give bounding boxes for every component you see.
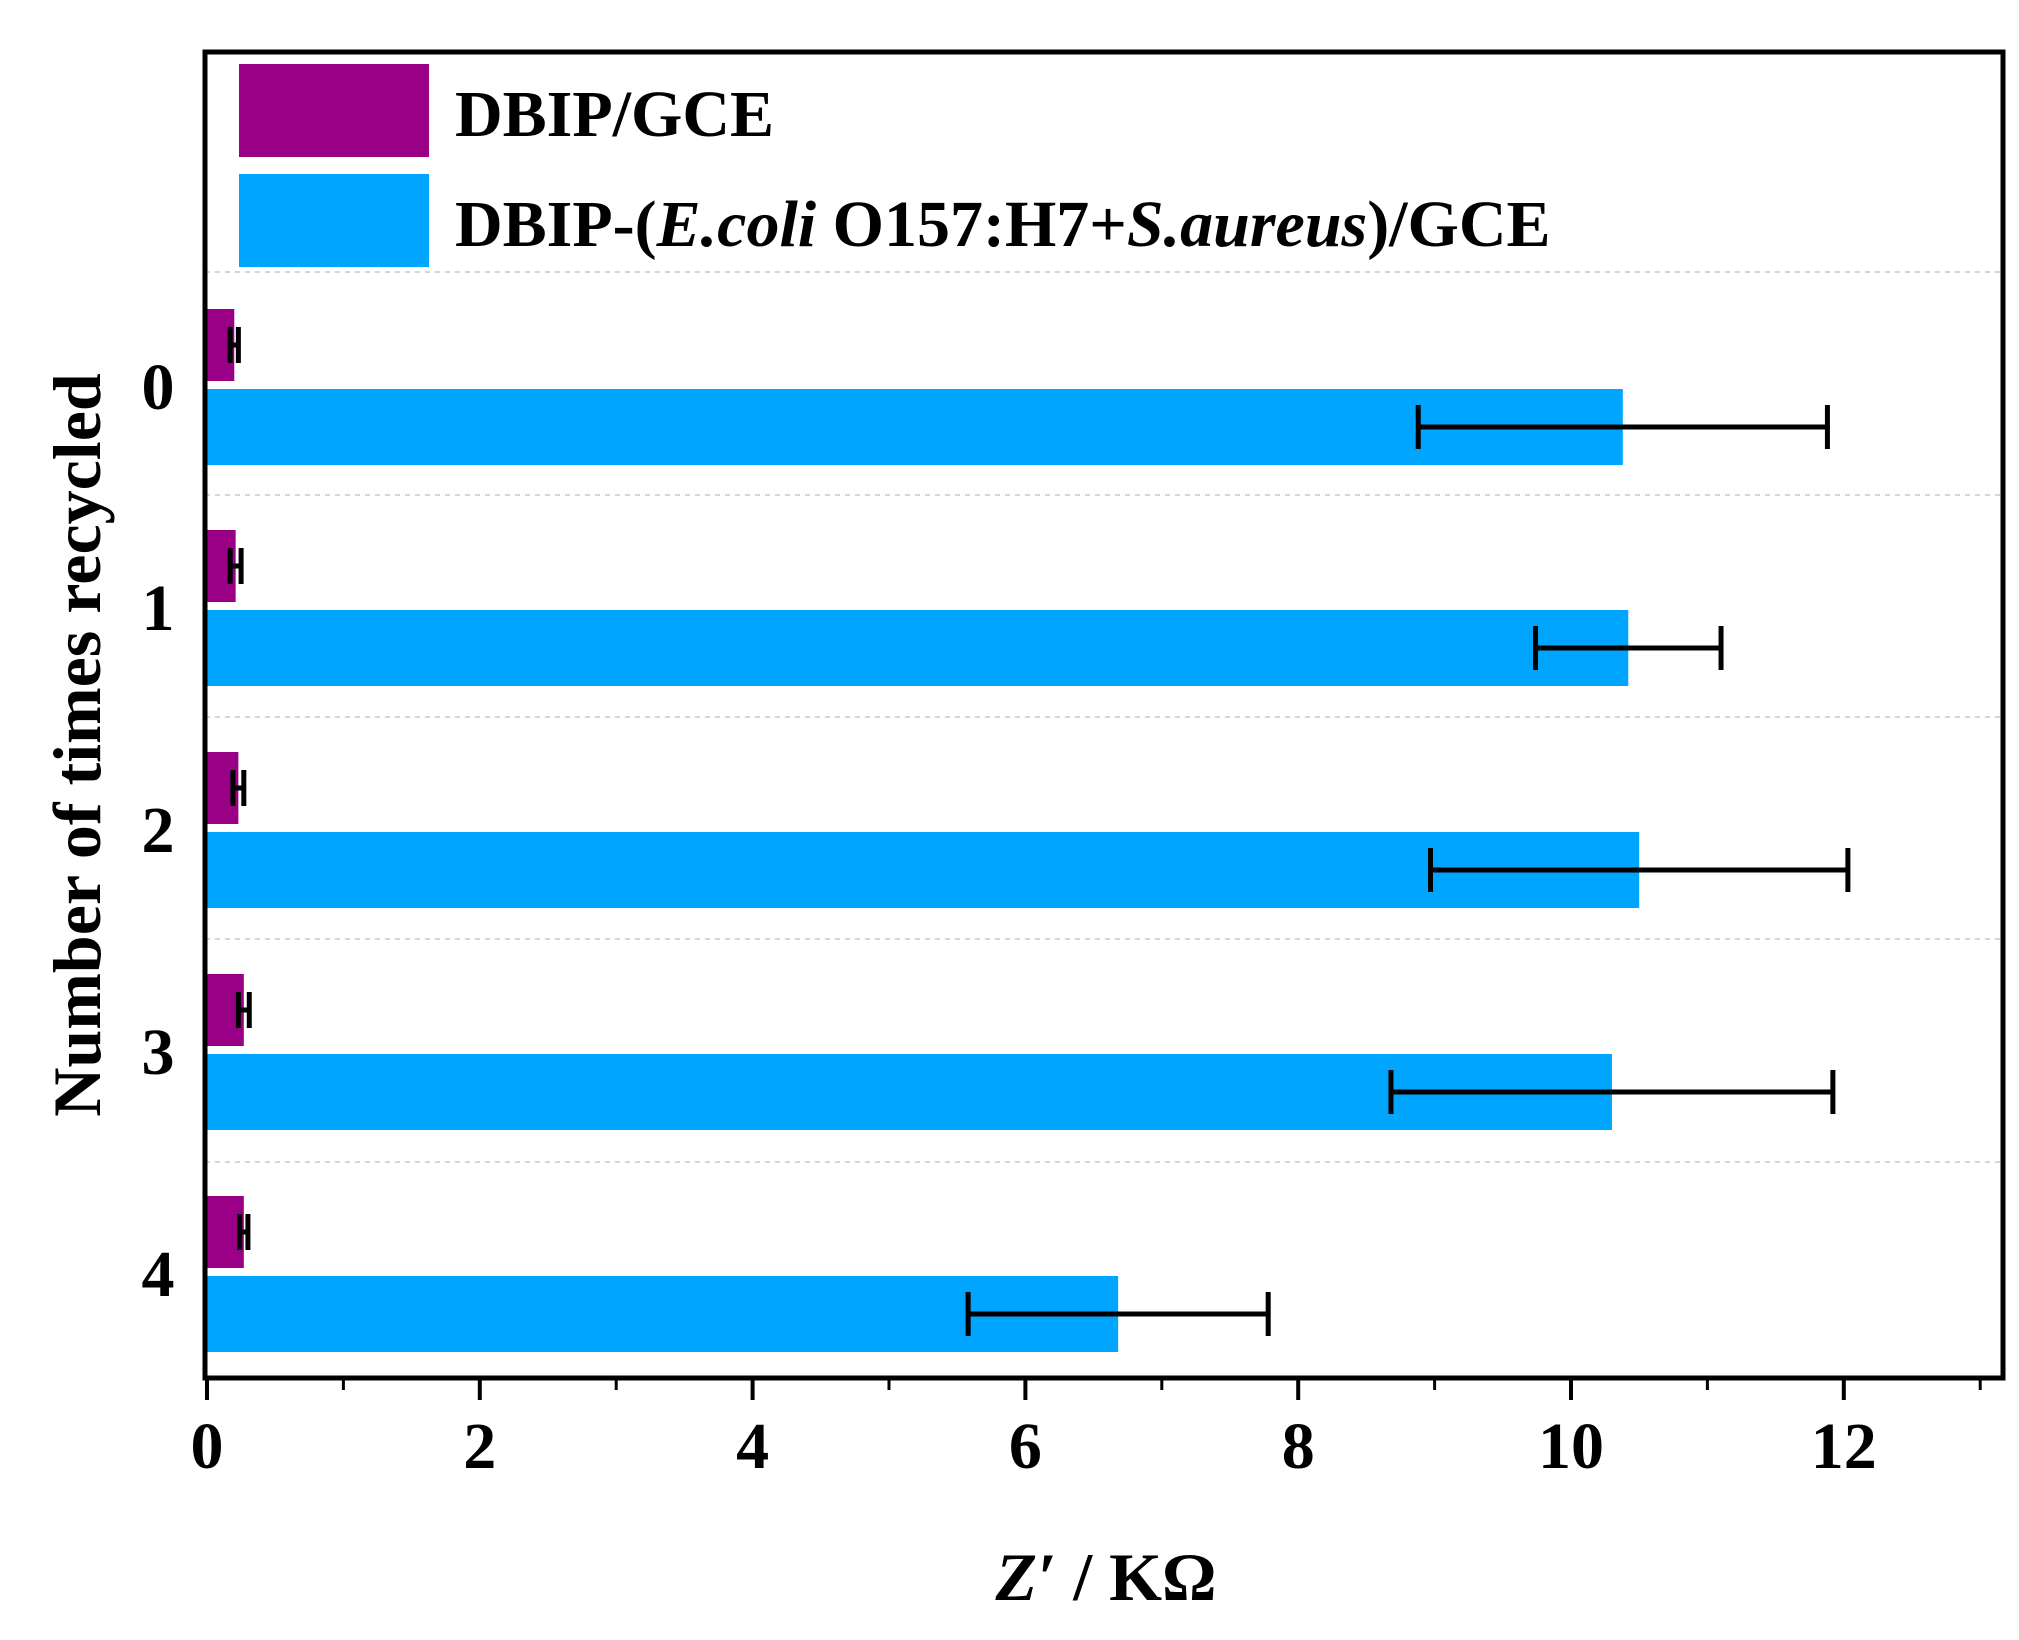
y-category-label: 0 [142, 351, 175, 424]
legend-swatch-dbip-gce [239, 64, 429, 157]
y-category-label: 1 [142, 572, 175, 645]
x-tick-label: 10 [1538, 1410, 1604, 1483]
legend-label-part: O157:H7+ [816, 188, 1127, 261]
error-bars [227, 327, 1851, 1336]
y-axis-categories: 0 1 2 3 4 [142, 351, 175, 1311]
x-tick-label: 8 [1282, 1410, 1315, 1483]
x-axis-title: Z′ / KΩ [995, 1539, 1217, 1615]
legend-label-ecoli: E.coli [656, 188, 817, 261]
y-category-label: 4 [142, 1238, 175, 1311]
bar [207, 389, 1623, 465]
legend-label-dbip-bacteria-gce: DBIP-(E.coli O157:H7+S.aureus)/GCE [455, 188, 1551, 261]
bar [207, 610, 1629, 686]
legend-label-part: )/GCE [1367, 188, 1550, 261]
x-tick-label: 0 [191, 1410, 224, 1483]
legend: DBIP/GCE DBIP-(E.coli O157:H7+S.aureus)/… [239, 64, 1551, 267]
x-tick-label: 6 [1009, 1410, 1042, 1483]
legend-swatch-dbip-bacteria-gce [239, 174, 429, 267]
bar [207, 1054, 1612, 1130]
y-category-label: 3 [142, 1016, 175, 1089]
x-axis-unit: / KΩ [1056, 1539, 1216, 1615]
y-category-label: 2 [142, 794, 175, 867]
bars [207, 309, 1640, 1352]
y-axis-title: Number of times recycled [39, 373, 115, 1117]
legend-label-part: DBIP-( [455, 188, 657, 261]
legend-label-saureus: S.aureus [1127, 188, 1367, 261]
legend-label-dbip-gce: DBIP/GCE [455, 78, 774, 151]
plot-frame [202, 49, 2006, 1381]
x-tick-label: 4 [736, 1410, 769, 1483]
x-axis-symbol: Z′ [995, 1539, 1057, 1615]
x-axis-ticks: 0 2 4 6 8 10 12 [191, 1378, 1982, 1483]
x-tick-label: 2 [463, 1410, 496, 1483]
x-tick-label: 12 [1811, 1410, 1877, 1483]
bar [207, 832, 1640, 908]
